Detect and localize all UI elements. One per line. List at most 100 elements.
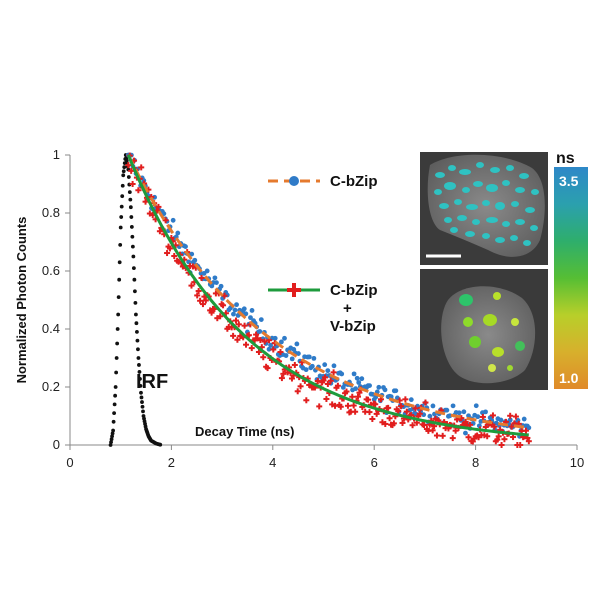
c-bzip-v-bzip-point: [164, 250, 171, 257]
y-tick-label: 0.8: [42, 205, 60, 220]
c-bzip-point: [393, 388, 399, 394]
c-bzip-v-bzip-point: [162, 217, 169, 224]
nuclear-spot: [519, 173, 529, 179]
irf-point: [115, 341, 120, 346]
c-bzip-v-bzip-point: [510, 434, 517, 441]
irf-point: [118, 243, 123, 247]
c-bzip-v-bzip-point: [321, 374, 328, 381]
nuclear-spot: [523, 240, 531, 246]
c-bzip-v-bzip-point: [194, 292, 201, 299]
irf-point: [141, 409, 145, 414]
c-bzip-v-bzip-point: [517, 442, 524, 448]
c-bzip-v-bzip-point: [409, 422, 416, 429]
c-bzip-v-bzip-point: [264, 365, 271, 372]
c-bzip-point: [353, 386, 359, 392]
irf-point: [139, 395, 144, 400]
nuclear-spot: [459, 169, 471, 175]
c-bzip-point: [367, 383, 372, 389]
irf-point: [110, 431, 115, 436]
c-bzip-point: [192, 257, 198, 263]
c-bzip-point: [394, 395, 400, 401]
c-bzip-point: [249, 308, 255, 313]
irf-point: [114, 370, 119, 375]
nuclear-spot: [457, 215, 467, 221]
x-tick-labels: 0 2 4 6 8 10: [66, 445, 584, 470]
c-bzip-point: [232, 307, 238, 313]
irf-point: [132, 277, 137, 282]
legend-swatch-cross: [287, 283, 301, 297]
c-bzip-v-bzip-point: [337, 403, 344, 410]
legend-item-c-bzip: C-bZip: [268, 173, 377, 190]
c-bzip-point: [234, 302, 239, 308]
nuclear-spot: [515, 187, 525, 193]
irf-point: [108, 443, 113, 447]
c-bzip-point: [322, 362, 328, 368]
y-tick-label: 0: [53, 437, 60, 452]
c-bzip-v-bzip-point: [495, 433, 502, 440]
c-bzip-v-bzip-point: [366, 409, 373, 416]
c-bzip-point: [354, 375, 360, 381]
axes: [69, 155, 577, 446]
irf-point: [128, 205, 133, 210]
c-bzip-v-bzip-point: [465, 434, 472, 441]
c-bzip-point: [498, 417, 504, 423]
c-bzip-point: [475, 414, 481, 420]
c-bzip-point: [339, 371, 345, 377]
c-bzip-v-bzip-point: [365, 396, 372, 403]
c-bzip-point: [309, 363, 315, 369]
nuclear-spot: [531, 189, 539, 195]
c-bzip-v-bzip-point: [155, 203, 162, 210]
c-bzip-v-bzip-point: [270, 346, 277, 353]
irf-point: [135, 330, 139, 334]
c-bzip-point: [189, 251, 195, 257]
c-bzip-point: [306, 354, 312, 360]
c-bzip-point: [266, 346, 272, 352]
irf-point: [124, 158, 129, 163]
c-bzip-v-bzip-point: [439, 432, 446, 439]
c-bzip-point: [430, 403, 436, 409]
c-bzip-v-bzip-point: [291, 361, 298, 368]
c-bzip-v-bzip-point: [508, 423, 515, 430]
nuclear-spot: [469, 336, 481, 348]
irf-point: [120, 194, 125, 199]
c-bzip-v-bzip-point: [257, 337, 264, 344]
nuclear-spot: [482, 233, 490, 239]
c-bzip-v-bzip-point: [352, 408, 359, 415]
nuclear-spot: [486, 184, 498, 192]
c-bzip-point: [296, 351, 301, 356]
x-axis-title-backdrop: [190, 418, 350, 440]
c-bzip-point: [218, 283, 224, 289]
nuclear-spot: [482, 200, 490, 206]
c-bzip-point: [204, 268, 210, 274]
c-bzip-v-bzip-point: [382, 420, 389, 427]
c-bzip-point: [311, 355, 317, 361]
c-bzip-v-bzip-point: [369, 415, 376, 422]
c-bzip-v-bzip-point: [230, 332, 237, 339]
c-bzip-v-bzip-point: [343, 388, 350, 395]
c-bzip-v-bzip-point: [245, 332, 252, 339]
nuclear-spot: [435, 172, 445, 178]
c-bzip-v-bzip-point: [501, 436, 508, 443]
c-bzip-v-bzip-point: [188, 282, 195, 289]
c-bzip-v-bzip-point: [260, 354, 267, 361]
c-bzip-v-bzip-point: [373, 410, 380, 417]
c-bzip-v-bzip-point: [372, 401, 379, 408]
series-c-bzip-v-bzip-fit-line: [126, 154, 529, 437]
nuclear-spot: [434, 189, 442, 195]
c-bzip-point: [456, 410, 462, 416]
nuclear-spot: [495, 237, 505, 243]
c-bzip-point: [243, 311, 249, 317]
c-bzip-v-bzip-point: [491, 423, 498, 430]
c-bzip-v-bzip-point: [217, 313, 224, 320]
irf-annotation: IRF: [136, 371, 168, 393]
c-bzip-v-bzip-point: [395, 408, 402, 415]
c-bzip-v-bzip-point: [390, 420, 397, 427]
c-bzip-v-bzip-point: [462, 418, 469, 425]
nuclear-spot: [492, 347, 504, 357]
nuclear-spot: [466, 204, 478, 210]
c-bzip-v-bzip-point: [202, 297, 209, 304]
irf-point: [118, 225, 123, 230]
irf-point: [115, 327, 120, 331]
nuclear-spot: [495, 202, 505, 210]
